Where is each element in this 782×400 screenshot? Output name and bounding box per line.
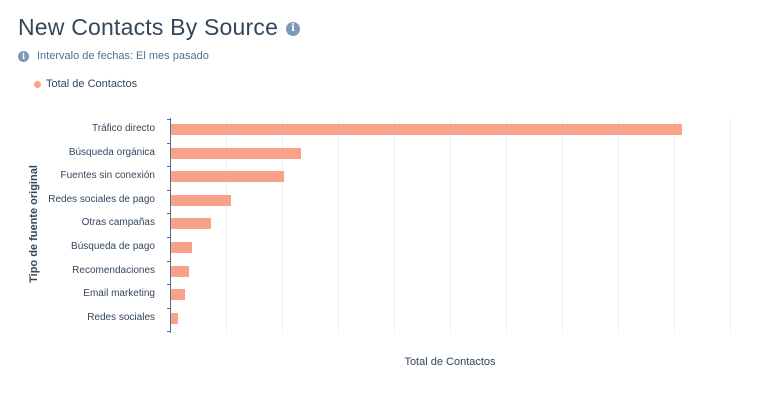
axis-tick xyxy=(167,237,171,238)
category-label: Tráfico directo xyxy=(92,123,155,134)
bar[interactable] xyxy=(171,265,189,277)
category-label: Otras campañas xyxy=(81,217,155,229)
category-label: Email marketing xyxy=(83,288,155,300)
category-label: Búsqueda orgánica xyxy=(68,146,155,158)
x-axis-label: Total de Contactos xyxy=(404,356,496,368)
gridline xyxy=(338,118,339,332)
axis-tick xyxy=(167,166,171,168)
bar[interactable] xyxy=(171,194,231,206)
axis-tick xyxy=(167,119,171,120)
bar[interactable] xyxy=(171,147,301,159)
bar[interactable] xyxy=(171,312,178,324)
axis-tick xyxy=(167,142,171,144)
date-range: i Intervalo de fechas: El mes pasado xyxy=(18,50,209,62)
axis-tick xyxy=(167,189,171,191)
bar[interactable] xyxy=(171,218,211,230)
y-axis-label: Tipo de fuente original xyxy=(28,165,40,283)
date-range-text: Intervalo de fechas: El mes pasado xyxy=(37,50,209,62)
gridline xyxy=(450,118,451,332)
axis-tick xyxy=(167,284,171,286)
axis-tick xyxy=(167,260,171,262)
bar[interactable] xyxy=(171,289,185,301)
plot-area xyxy=(170,118,770,332)
legend-label: Total de Contactos xyxy=(46,78,138,90)
category-label: Redes sociales de pago xyxy=(48,193,155,205)
gridline xyxy=(674,118,675,332)
axis-tick xyxy=(167,307,171,309)
gridline xyxy=(730,118,731,332)
gridline xyxy=(226,118,227,332)
y-axis-line xyxy=(170,118,171,333)
info-icon[interactable]: i xyxy=(286,21,301,36)
chart-title-text: New Contacts By Source xyxy=(18,14,279,40)
bar[interactable] xyxy=(171,242,192,253)
legend-item[interactable]: Total de Contactos xyxy=(34,78,137,90)
category-label: Fuentes sin conexión xyxy=(60,170,155,182)
bar[interactable] xyxy=(171,171,284,183)
bar[interactable] xyxy=(171,124,682,135)
category-label: Redes sociales xyxy=(87,311,155,323)
category-label: Búsqueda de pago xyxy=(71,241,155,252)
category-label: Recomendaciones xyxy=(72,264,155,276)
info-icon: i xyxy=(18,50,29,62)
axis-tick xyxy=(167,213,171,215)
gridline xyxy=(394,118,395,332)
axis-tick xyxy=(167,331,171,333)
legend-swatch xyxy=(34,80,41,88)
chart-title: New Contacts By Source i xyxy=(18,14,301,41)
gridline xyxy=(282,118,283,332)
gridline xyxy=(618,118,619,332)
gridline xyxy=(506,118,507,332)
gridline xyxy=(562,118,563,332)
